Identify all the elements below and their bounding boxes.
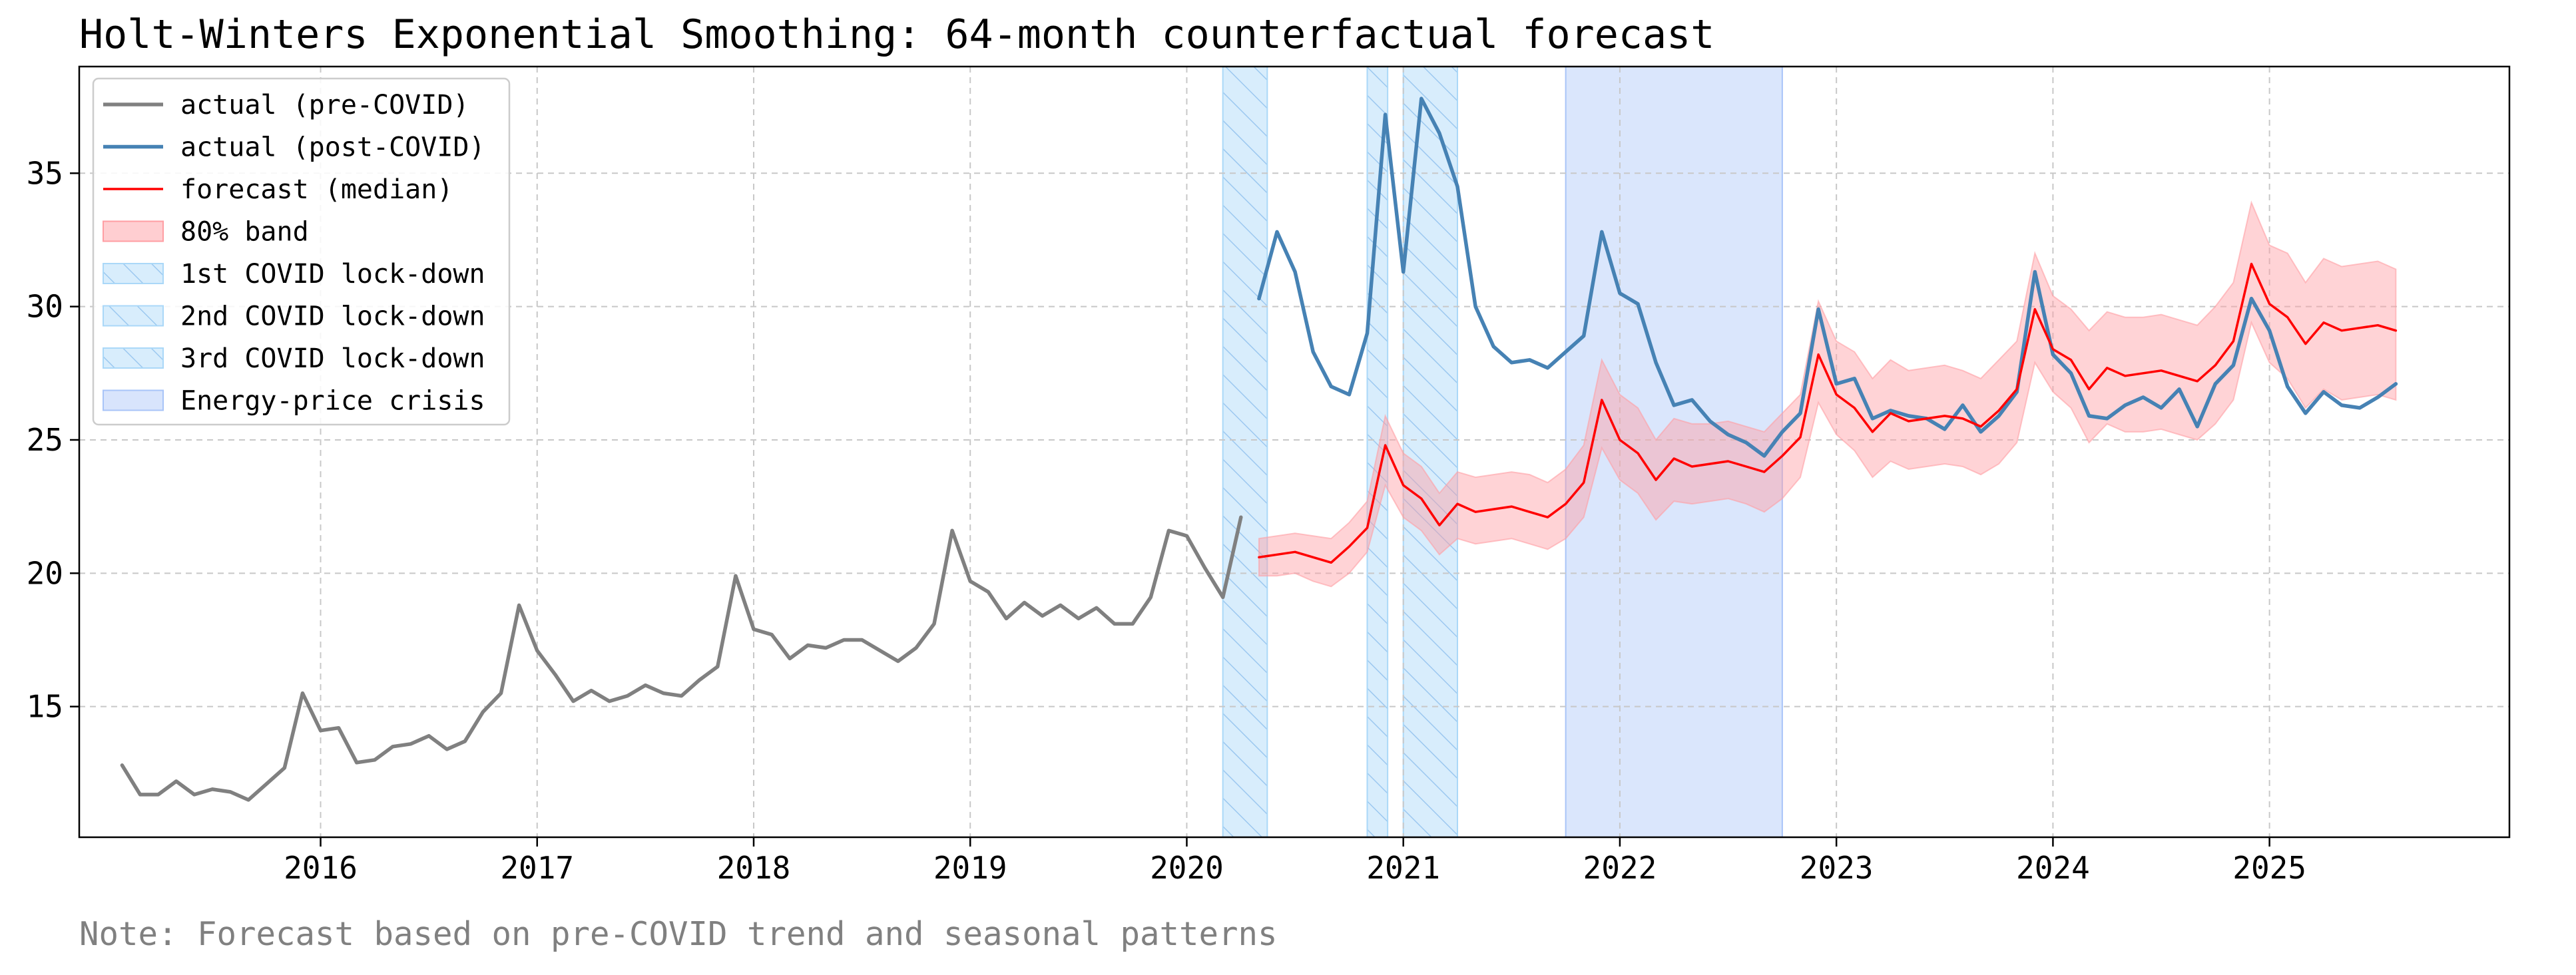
legend-label-7: 3rd COVID lock-down: [180, 343, 485, 374]
y-tick-label-15: 15: [27, 689, 63, 725]
legend-label-3: forecast (median): [180, 174, 453, 205]
y-tick-label-25: 25: [27, 422, 63, 458]
y-tick-label-20: 20: [27, 555, 63, 591]
x-tick-label-2024: 2024: [2016, 850, 2090, 886]
forecast-80-band: [1258, 200, 2397, 588]
y-tick-label-30: 30: [27, 289, 63, 325]
legend-swatch-5: [103, 263, 164, 284]
pre-covid-line: [120, 515, 1243, 802]
legend-label-8: Energy-price crisis: [180, 386, 485, 417]
legend-label-4: 80% band: [180, 217, 309, 248]
legend-box: [92, 77, 511, 426]
series-lines: [120, 97, 2398, 802]
legend-swatch-8: [103, 389, 164, 411]
plot-frame: [78, 65, 2511, 839]
forecast-band-layer: [1258, 200, 2397, 588]
legend-swatch-4: [103, 220, 164, 242]
legend-swatch-6: [103, 305, 164, 327]
chart-note: Note: Forecast based on pre-COVID trend …: [79, 915, 1278, 953]
x-tick-label-2023: 2023: [1800, 850, 1874, 886]
x-tick-label-2021: 2021: [1366, 850, 1440, 886]
legend: actual (pre-COVID) actual (post-COVID) for…: [92, 77, 511, 426]
legend-label-5: 1st COVID lock-down: [180, 259, 485, 290]
lockdown-period-1: [1222, 67, 1268, 837]
x-tick-label-2017: 2017: [500, 850, 574, 886]
crisis-period: [1565, 67, 1783, 837]
chart-title: Holt-Winters Exponential Smoothing: 64-m…: [79, 11, 1714, 58]
x-tick-label-2020: 2020: [1150, 850, 1224, 886]
x-tick-label-2022: 2022: [1583, 850, 1657, 886]
x-tick-label-2019: 2019: [933, 850, 1007, 886]
x-tick-label-2018: 2018: [717, 850, 791, 886]
legend-label-2: actual (post-COVID): [180, 132, 485, 163]
x-tick-label-2016: 2016: [284, 850, 358, 886]
y-axis: 15 20 25 30 35: [27, 155, 79, 725]
legend-label-1: actual (pre-COVID): [180, 90, 469, 120]
x-tick-label-2025: 2025: [2232, 850, 2306, 886]
y-tick-label-35: 35: [27, 155, 63, 191]
forecast-median-line: [1258, 262, 2398, 564]
legend-swatch-7: [103, 347, 164, 369]
legend-label-6: 2nd COVID lock-down: [180, 301, 485, 332]
post-covid-line: [1257, 97, 2398, 458]
x-axis: 2016 2017 2018 2019 2020 2021 2022 2023 2024 2025: [284, 837, 2306, 886]
